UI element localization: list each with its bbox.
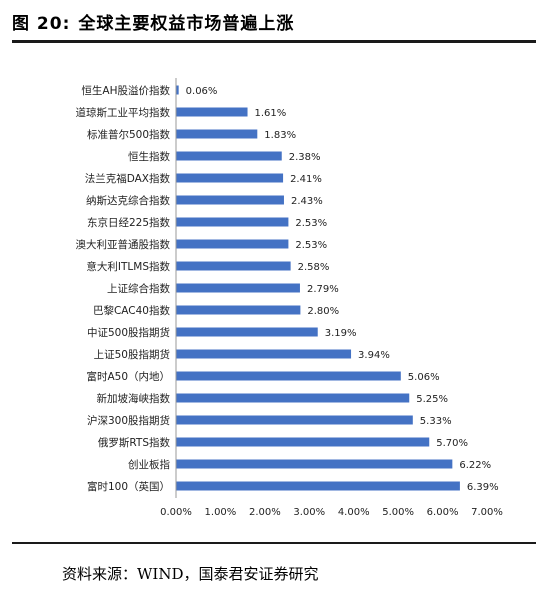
value-labels: 0.06% 1.61% 1.83% 2.38% 2.41% 2.43% 2.53% 2.53%… xyxy=(186,86,499,493)
x-tick-label: 3.00% xyxy=(293,507,325,518)
bar xyxy=(176,349,352,359)
bar xyxy=(176,437,430,447)
x-tick-labels: 0.00% 1.00% 2.00% 3.00% 4.00% 5.00% 6.00% 7.00% xyxy=(160,507,503,518)
value-label: 2.53% xyxy=(295,240,327,251)
top-rule xyxy=(12,40,536,43)
value-label: 2.79% xyxy=(307,284,339,295)
value-label: 1.61% xyxy=(255,108,287,119)
value-label: 2.38% xyxy=(289,152,321,163)
bar-chart: 恒生AH股溢价指数道琼斯工业平均指数标准普尔500指数恒生指数法兰克福DAX指数… xyxy=(76,78,503,518)
bar xyxy=(176,327,318,337)
category-label: 创业板指 xyxy=(128,458,170,471)
category-label: 恒生指数 xyxy=(128,150,170,163)
bar xyxy=(176,151,282,161)
value-label: 3.19% xyxy=(325,328,357,339)
x-tick-label: 1.00% xyxy=(205,507,237,518)
x-tick-label: 6.00% xyxy=(427,507,459,518)
value-label: 2.58% xyxy=(298,262,330,273)
figure-number: 图 20: xyxy=(12,14,71,34)
bar xyxy=(176,239,289,249)
category-label: 意大利ITLMS指数 xyxy=(86,260,170,273)
category-label: 恒生AH股溢价指数 xyxy=(81,84,170,97)
bar xyxy=(176,129,258,139)
value-label: 5.25% xyxy=(416,394,448,405)
value-label: 2.80% xyxy=(307,306,339,317)
x-tick-label: 0.00% xyxy=(160,507,192,518)
bar xyxy=(176,107,248,117)
source-note: 资料来源：WIND，国泰君安证券研究 xyxy=(62,565,319,583)
figure-title-text: 全球主要权益市场普遍上涨 xyxy=(78,14,295,34)
bar xyxy=(176,371,401,381)
category-label: 澳大利亚普通股指数 xyxy=(76,238,171,251)
value-label: 6.39% xyxy=(467,482,499,493)
x-tick-label: 7.00% xyxy=(471,507,503,518)
figure-title: 图 20: 全球主要权益市场普遍上涨 xyxy=(12,9,294,34)
bar xyxy=(176,415,413,425)
value-label: 6.22% xyxy=(459,460,491,471)
category-label: 东京日经225指数 xyxy=(87,216,171,229)
bar xyxy=(176,195,284,205)
category-label: 上证50股指期货 xyxy=(94,348,170,361)
category-label: 富时100（英国） xyxy=(87,480,170,493)
bar xyxy=(176,85,179,95)
value-label: 2.41% xyxy=(290,174,322,185)
bars xyxy=(176,85,460,491)
category-label: 新加坡海峡指数 xyxy=(97,392,171,405)
category-label: 沪深300股指期货 xyxy=(87,414,170,427)
category-label: 富时A50（内地） xyxy=(86,370,170,383)
x-tick-label: 4.00% xyxy=(338,507,370,518)
category-label: 中证500股指期货 xyxy=(87,326,170,339)
bar xyxy=(176,217,289,227)
value-label: 2.53% xyxy=(295,218,327,229)
bar xyxy=(176,393,410,403)
bar xyxy=(176,173,284,183)
value-label: 0.06% xyxy=(186,86,218,97)
value-label: 5.06% xyxy=(408,372,440,383)
x-tick-label: 5.00% xyxy=(382,507,414,518)
category-labels: 恒生AH股溢价指数道琼斯工业平均指数标准普尔500指数恒生指数法兰克福DAX指数… xyxy=(76,84,171,493)
bar xyxy=(176,459,453,469)
value-label: 3.94% xyxy=(358,350,390,361)
bar xyxy=(176,283,300,293)
category-label: 上证综合指数 xyxy=(107,282,170,295)
category-label: 巴黎CAC40指数 xyxy=(93,304,171,317)
value-label: 1.83% xyxy=(264,130,296,141)
value-label: 2.43% xyxy=(291,196,323,207)
category-label: 俄罗斯RTS指数 xyxy=(98,436,171,449)
category-label: 标准普尔500指数 xyxy=(87,128,171,141)
x-tick-label: 2.00% xyxy=(249,507,281,518)
bar xyxy=(176,481,460,491)
value-label: 5.33% xyxy=(420,416,452,427)
value-label: 5.70% xyxy=(436,438,468,449)
category-label: 法兰克福DAX指数 xyxy=(85,172,171,185)
category-label: 道琼斯工业平均指数 xyxy=(76,106,171,119)
bottom-rule xyxy=(12,542,536,544)
bar xyxy=(176,305,301,315)
bar xyxy=(176,261,291,271)
category-label: 纳斯达克综合指数 xyxy=(86,194,170,207)
